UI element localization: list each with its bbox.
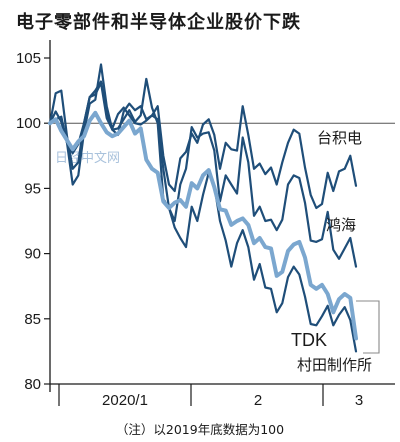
series-line-1 <box>48 80 358 210</box>
series-label-2: 鸿海 <box>326 216 356 234</box>
series-label-1: 台积电 <box>317 129 362 147</box>
series-label-3: TDK <box>291 330 327 350</box>
label-bracket <box>356 300 380 354</box>
x-month-label: 3 <box>355 392 363 409</box>
x-month-label: 2020/1 <box>102 392 148 409</box>
chart-title: 电子零部件和半导体企业股价下跌 <box>16 12 301 33</box>
y-tick-label: 80 <box>24 376 41 393</box>
y-tick-label: 95 <box>24 180 41 197</box>
series-line-4 <box>48 110 358 341</box>
watermark-text: 日经中文网 <box>55 151 120 166</box>
series-line-3 <box>48 77 358 353</box>
y-tick-label: 90 <box>24 246 41 263</box>
y-tick-label: 85 <box>24 311 41 328</box>
chart-note: （注）以2019年底数据为100 <box>115 422 285 437</box>
series-label-4: 村田制作所 <box>297 356 372 374</box>
series-line-2 <box>48 63 358 268</box>
x-month-label: 2 <box>254 392 262 409</box>
y-tick-label: 105 <box>16 50 41 67</box>
y-tick-label: 100 <box>16 115 41 132</box>
